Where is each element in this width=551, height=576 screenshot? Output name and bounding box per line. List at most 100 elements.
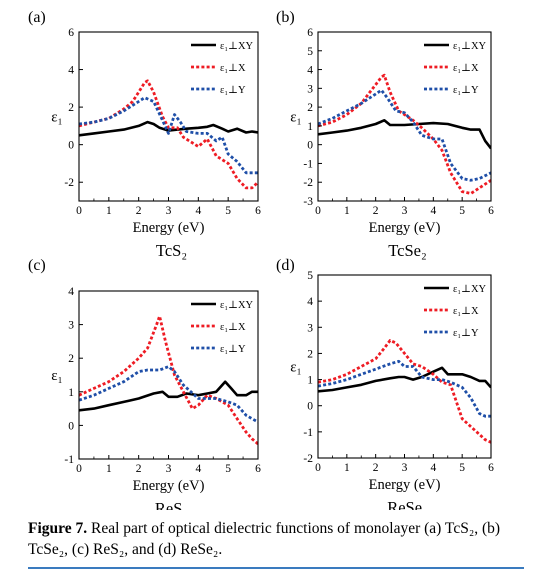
legend-label-3-2: ε₁⊥Y [453,328,479,339]
y-tick-label-3-6: 4 [307,296,313,308]
x-tick-label-2-2: 2 [136,463,142,475]
series-line-1-1 [318,73,491,195]
y-tick-label-3-3: 1 [307,375,313,387]
y-tick-label-3-2: 0 [307,401,313,413]
x-tick-label-3-1: 1 [344,462,350,474]
series-line-2-2 [79,365,258,424]
x-tick-label-0-6: 6 [255,205,261,217]
x-axis-title-0: Energy (eV) [133,220,205,236]
legend-label-0-1: ε₁⊥X [220,63,246,74]
x-axis-title-3: Energy (eV) [369,477,441,493]
y-tick-label-1-1: -2 [303,177,313,189]
legend-label-1-1: ε₁⊥X [453,63,479,74]
y-tick-label-2-3: 2 [68,353,74,365]
series-line-0-2 [79,96,258,175]
x-tick-label-2-4: 4 [195,463,201,475]
y-tick-label-1-8: 5 [307,46,313,58]
legend-label-2-0: ε₁⊥XY [220,300,254,311]
y-tick-label-2-2: 1 [68,387,74,399]
x-tick-label-0-3: 3 [166,205,172,217]
series-line-2-1 [79,314,258,445]
y-tick-label-2-0: -1 [64,454,74,466]
legend-label-0-0: ε₁⊥XY [220,41,254,52]
y-tick-label-0-0: -2 [64,177,74,189]
series-line-1-2 [318,88,491,182]
x-tick-label-1-5: 5 [459,205,465,217]
y-tick-label-3-0: -2 [303,453,313,465]
legend-label-1-0: ε₁⊥XY [453,41,487,52]
x-tick-label-0-5: 5 [225,205,231,217]
y-tick-label-1-3: 0 [307,140,313,152]
y-axis-title-2: ε₁ [51,368,63,384]
y-axis-title-0: ε₁ [51,110,63,126]
x-tick-label-3-5: 5 [459,462,465,474]
caption-text: Real part of optical dielectric function… [28,520,501,558]
legend-label-0-2: ε₁⊥Y [220,85,246,96]
y-tick-label-1-0: -3 [303,196,313,208]
plot-frame-0 [78,31,259,202]
caption-lead: Figure 7. [28,520,88,537]
panel-material-3: ReSe₂ [387,498,428,510]
series-line-3-2 [318,359,491,418]
panel-material-2: ReS₂ [155,499,188,510]
series-line-1-0 [318,119,491,150]
y-tick-label-1-7: 4 [307,65,313,77]
x-tick-label-1-4: 4 [430,205,436,217]
x-tick-label-2-6: 6 [255,463,261,475]
y-tick-label-2-4: 3 [68,320,74,332]
caption-divider [28,567,524,569]
x-tick-label-1-6: 6 [488,205,494,217]
y-tick-label-3-1: -1 [303,427,313,439]
y-tick-label-1-9: 6 [307,27,313,39]
y-axis-title-3: ε₁ [290,360,302,376]
figure-caption: Figure 7. Real part of optical dielectri… [28,518,528,560]
y-axis-title-1: ε₁ [290,110,302,126]
y-tick-label-2-1: 0 [68,420,74,432]
y-tick-label-2-5: 4 [68,286,74,298]
y-tick-label-3-7: 5 [307,270,313,282]
series-line-2-0 [79,380,258,412]
panel-label-1: (b) [276,9,295,26]
y-tick-label-3-5: 3 [307,322,313,334]
x-tick-label-1-2: 2 [373,205,379,217]
x-axis-title-2: Energy (eV) [133,478,205,494]
x-axis-title-1: Energy (eV) [369,220,441,236]
x-tick-label-3-2: 2 [373,462,379,474]
x-tick-label-3-6: 6 [488,462,494,474]
x-tick-label-2-5: 5 [225,463,231,475]
x-tick-label-0-4: 4 [195,205,201,217]
legend-label-2-1: ε₁⊥X [220,322,246,333]
y-tick-label-1-5: 2 [307,102,313,114]
series-line-3-1 [318,339,491,444]
x-tick-label-3-3: 3 [402,462,408,474]
x-tick-label-2-3: 3 [166,463,172,475]
x-tick-label-2-0: 0 [76,463,82,475]
x-tick-label-0-1: 1 [106,205,112,217]
legend-label-1-2: ε₁⊥Y [453,85,479,96]
y-tick-label-0-4: 6 [68,27,74,39]
legend-label-3-1: ε₁⊥X [453,306,479,317]
y-tick-label-3-4: 2 [307,348,313,360]
series-line-0-1 [79,79,258,190]
plot-frame-2 [78,290,259,460]
x-tick-label-0-2: 2 [136,205,142,217]
x-tick-label-0-0: 0 [76,205,82,217]
panel-label-3: (d) [276,257,295,274]
y-tick-label-0-2: 2 [68,102,74,114]
legend-label-2-2: ε₁⊥Y [220,344,246,355]
y-tick-label-1-6: 3 [307,83,313,95]
panel-material-0: TcS₂ [156,241,187,260]
x-tick-label-1-3: 3 [402,205,408,217]
panel-material-1: TcSe₂ [388,241,427,260]
y-tick-label-0-1: 0 [68,140,74,152]
x-tick-label-3-0: 0 [315,462,321,474]
x-tick-label-2-1: 1 [106,463,112,475]
legend-label-3-0: ε₁⊥XY [453,284,487,295]
panel-label-0: (a) [28,9,46,26]
x-tick-label-1-0: 0 [315,205,321,217]
panel-label-2: (c) [28,257,46,274]
y-tick-label-0-3: 4 [68,65,74,77]
x-tick-label-3-4: 4 [430,462,436,474]
y-tick-label-1-4: 1 [307,121,313,133]
